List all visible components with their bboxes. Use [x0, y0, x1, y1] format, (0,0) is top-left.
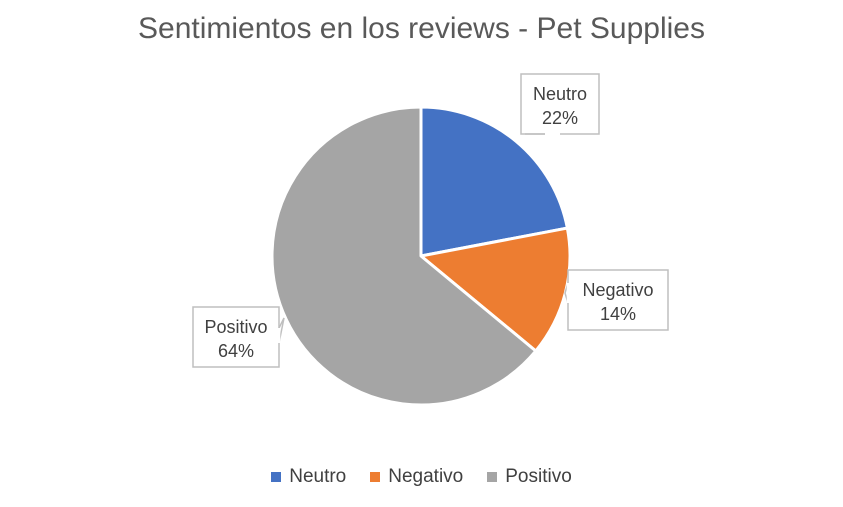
legend-item-positivo: Positivo: [487, 466, 572, 488]
legend-swatch: [370, 472, 381, 482]
pie-slice-neutro: [419, 105, 569, 258]
data-label-category: Neutro: [533, 84, 587, 104]
data-label-neutro: Neutro 22%: [520, 73, 600, 136]
legend-item-negativo: Negativo: [370, 466, 463, 488]
chart-legend: Neutro Negativo Positivo: [0, 466, 843, 488]
data-label-positivo: Positivo 64%: [192, 306, 285, 368]
data-label-category: Positivo: [204, 317, 267, 337]
legend-item-neutro: Neutro: [271, 466, 346, 488]
chart-title: Sentimientos en los reviews - Pet Suppli…: [138, 12, 705, 45]
legend-label: Neutro: [289, 466, 347, 487]
data-label-category: Negativo: [582, 280, 653, 300]
data-label-percent: 14%: [600, 304, 636, 324]
legend-label: Positivo: [505, 466, 572, 487]
legend-label: Negativo: [388, 466, 464, 487]
legend-swatch: [271, 472, 282, 482]
data-label-percent: 22%: [542, 108, 578, 128]
legend-swatch: [487, 472, 498, 482]
pie-slice-positivo: [270, 105, 538, 407]
data-label-negativo: Negativo 14%: [564, 269, 669, 331]
data-label-percent: 64%: [218, 341, 254, 361]
